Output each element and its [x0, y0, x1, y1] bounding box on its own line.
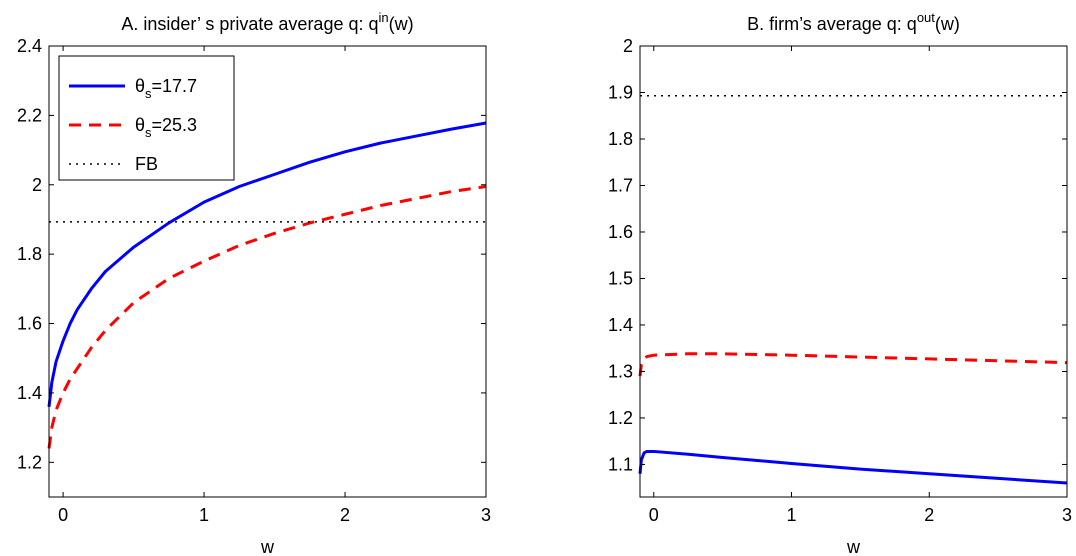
x-tick-label: 3: [481, 505, 491, 525]
y-tick-label: 1.3: [608, 361, 633, 381]
y-tick-label: 1.5: [608, 268, 633, 288]
x-tick-label: 0: [649, 505, 659, 525]
legend-entry-1: θs=25.3: [135, 115, 197, 140]
series-line-0: [638, 449, 1068, 485]
y-tick-label: 1.2: [17, 452, 42, 472]
chart-legend: θs=17.7 θs=25.3 FB: [58, 55, 235, 181]
series-line-1: [638, 352, 1068, 377]
x-axis-label: w: [846, 537, 861, 556]
y-tick-label: 1.9: [608, 82, 633, 102]
chart-panel-a: 0 1 2 3 1.2 1.4 1.6 1.8 2 2.2 2.4 w A. insider’ s pr…: [17, 10, 491, 556]
legend-box: [58, 55, 235, 181]
y-tick-label: 1.6: [608, 222, 633, 242]
y-tick-label: 1.2: [608, 408, 633, 428]
y-tick-label: 1.6: [17, 314, 42, 334]
x-tick-label: 0: [58, 505, 68, 525]
legend-entry-0: θs=17.7: [135, 76, 197, 101]
y-tick-label: 2: [32, 175, 42, 195]
y-tick-label: 1.7: [608, 175, 633, 195]
x-tick-label: 1: [199, 505, 209, 525]
y-tick-label: 1.8: [608, 129, 633, 149]
series-line-1: [47, 185, 487, 449]
chart-title: A. insider’ s private average q: qin(w): [121, 10, 413, 34]
chart-title: B. firm’s average q: qout(w): [747, 10, 960, 34]
y-tick-label: 2.4: [17, 36, 42, 56]
y-tick-label: 1.8: [17, 244, 42, 264]
y-tick-label: 1.4: [17, 383, 42, 403]
series-line-0: [47, 121, 487, 407]
y-tick-label: 1.4: [608, 315, 633, 335]
y-tick-label: 1.1: [608, 454, 633, 474]
x-tick-label: 3: [1062, 505, 1072, 525]
x-tick-label: 2: [924, 505, 934, 525]
y-tick-label: 2.2: [17, 105, 42, 125]
legend-entry-2: FB: [135, 154, 158, 174]
chart-panel-b: 0 1 2 3 1.1 1.2 1.3 1.4 1.5 1.6 1.7 1.8 1.9 2 w B. firm…: [608, 10, 1072, 556]
x-tick-label: 2: [340, 505, 350, 525]
plot-frame: [639, 45, 1068, 498]
plot-frame: [48, 45, 487, 498]
y-tick-label: 2: [623, 36, 633, 56]
x-axis-label: w: [260, 537, 275, 556]
x-tick-label: 1: [787, 505, 797, 525]
